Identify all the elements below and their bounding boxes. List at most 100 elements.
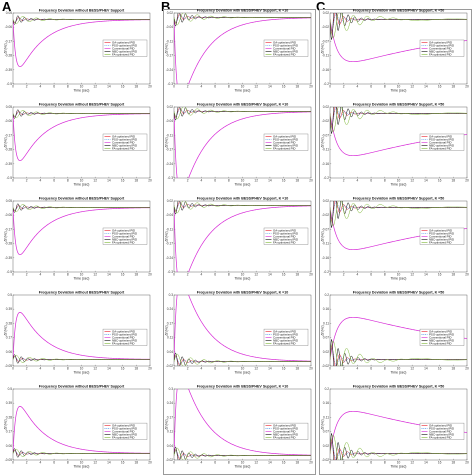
y-tick-label: 0.17	[167, 415, 173, 419]
x-tick-label: 6	[53, 461, 55, 465]
y-tick-label: 0.02	[323, 11, 329, 15]
x-tick-label: 16	[121, 179, 125, 183]
chart-title: Frequency Deviation with BESS/PHEV Suppo…	[197, 8, 289, 12]
y-tick-label: -0.02	[322, 119, 329, 123]
legend-entry: GA-optimized PID	[273, 423, 296, 427]
x-tick-label: 2	[187, 273, 189, 277]
legend-entry: PSO-optimized PID	[273, 426, 298, 430]
legend-entry: GA-optimized PID	[429, 329, 452, 333]
legend-entry: NBC-optimized PID	[112, 143, 137, 147]
y-tick-label: -0.3	[168, 176, 174, 180]
panel-label-c: C	[316, 0, 326, 14]
y-tick-label: -0.17	[166, 54, 173, 58]
x-tick-label: 20	[465, 273, 469, 277]
y-tick-label: -0.06	[5, 25, 12, 29]
x-tick-label: 10	[80, 367, 84, 371]
legend-entry: FA-optimized PID	[273, 341, 296, 345]
legend-entry: Conventional PID	[273, 140, 296, 144]
x-tick-label: 0	[329, 85, 331, 89]
y-tick-label: -0.39	[5, 68, 12, 72]
x-tick-label: 4	[201, 461, 203, 465]
x-tick-label: 20	[465, 85, 469, 89]
x-tick-label: 4	[357, 461, 359, 465]
x-tick-label: 16	[438, 179, 442, 183]
x-tick-label: 18	[135, 273, 139, 277]
x-tick-label: 10	[80, 179, 84, 183]
series-line-conv	[174, 111, 311, 178]
x-tick-label: 8	[384, 273, 386, 277]
chart-a-4: Frequency Deviation without BESS/PHEV Su…	[4, 290, 152, 374]
legend-entry: PSO-optimized PID	[429, 43, 454, 47]
legend-box	[102, 422, 148, 440]
x-tick-label: 14	[107, 85, 111, 89]
chart-a-2: Frequency Deviation without BESS/PHEV Su…	[4, 102, 152, 186]
series-line-fa	[330, 434, 467, 460]
series-line-conv	[174, 295, 311, 362]
y-tick-label: -0.39	[5, 162, 12, 166]
x-tick-label: 4	[201, 85, 203, 89]
y-tick-label: 0.11	[323, 321, 329, 325]
x-tick-label: 20	[465, 179, 469, 183]
chart-b-4: Frequency Deviation with BESS/PHEV Suppo…	[165, 290, 313, 374]
x-tick-label: 14	[268, 273, 272, 277]
x-tick-label: 20	[309, 367, 313, 371]
x-tick-label: 18	[452, 179, 456, 183]
legend-entry: FA-optimized PID	[112, 146, 135, 150]
x-tick-label: 18	[296, 461, 300, 465]
legend-entry: GA-optimized PID	[273, 40, 296, 44]
legend-entry: FA-optimized PID	[112, 341, 135, 345]
x-tick-label: 16	[282, 179, 286, 183]
x-axis-label: Time (sec)	[74, 464, 90, 468]
y-axis-label: Δf (Hz)	[321, 137, 325, 148]
x-tick-label: 4	[201, 367, 203, 371]
x-tick-label: 0	[173, 367, 175, 371]
x-tick-label: 12	[93, 273, 97, 277]
y-tick-label: 0.17	[167, 321, 173, 325]
x-tick-label: 18	[296, 179, 300, 183]
x-tick-label: 16	[438, 273, 442, 277]
chart-title: Frequency Deviation with BESS/PHEV Suppo…	[353, 8, 445, 12]
x-tick-label: 12	[93, 367, 97, 371]
y-tick-label: -0.17	[166, 242, 173, 246]
series-line-fa	[330, 201, 467, 227]
legend-box	[102, 39, 148, 57]
y-tick-label: 0.11	[167, 336, 173, 340]
legend-entry: Conventional PID	[429, 46, 452, 50]
y-tick-label: -0.04	[166, 119, 173, 123]
y-tick-label: -0.24	[166, 68, 173, 72]
x-tick-label: 10	[80, 273, 84, 277]
x-axis-label: Time (sec)	[391, 88, 407, 92]
series-line-conv	[13, 113, 150, 162]
series-line-fa	[174, 447, 311, 460]
legend-box	[263, 422, 309, 440]
x-tick-label: 4	[357, 367, 359, 371]
legend-entry: FA-optimized PID	[273, 52, 296, 56]
x-tick-label: 0	[12, 273, 14, 277]
y-tick-label: -0.05	[5, 458, 12, 462]
legend-box	[263, 328, 309, 346]
y-tick-label: -0.07	[322, 133, 329, 137]
x-tick-label: 0	[173, 273, 175, 277]
legend-entry: GA-optimized PID	[273, 134, 296, 138]
x-tick-label: 4	[40, 179, 42, 183]
x-tick-label: 4	[357, 273, 359, 277]
y-tick-label: -0.16	[322, 162, 329, 166]
legend-entry: Conventional PID	[273, 429, 296, 433]
y-axis-label: Δf (Hz)	[4, 419, 8, 430]
x-tick-label: 10	[241, 85, 245, 89]
legend-entry: NBC-optimized PID	[273, 338, 298, 342]
legend-entry: FA-optimized PID	[112, 52, 135, 56]
x-tick-label: 10	[80, 85, 84, 89]
legend-entry: NBC-optimized PID	[429, 338, 454, 342]
chart-c-5: Frequency Deviation with BESS/PHEV Suppo…	[321, 384, 469, 468]
y-tick-label: 0.5	[8, 293, 13, 297]
chart-c-2: Frequency Deviation with BESS/PHEV Suppo…	[321, 102, 469, 186]
y-tick-label: 0.24	[167, 401, 173, 405]
x-tick-label: 8	[228, 179, 230, 183]
y-tick-label: -0.2	[324, 82, 330, 86]
y-tick-label: -0.07	[322, 39, 329, 43]
series-line-fa	[330, 13, 467, 39]
x-tick-label: 0	[12, 85, 14, 89]
legend-entry: Conventional PID	[112, 429, 135, 433]
y-tick-label: 0.39	[6, 307, 12, 311]
